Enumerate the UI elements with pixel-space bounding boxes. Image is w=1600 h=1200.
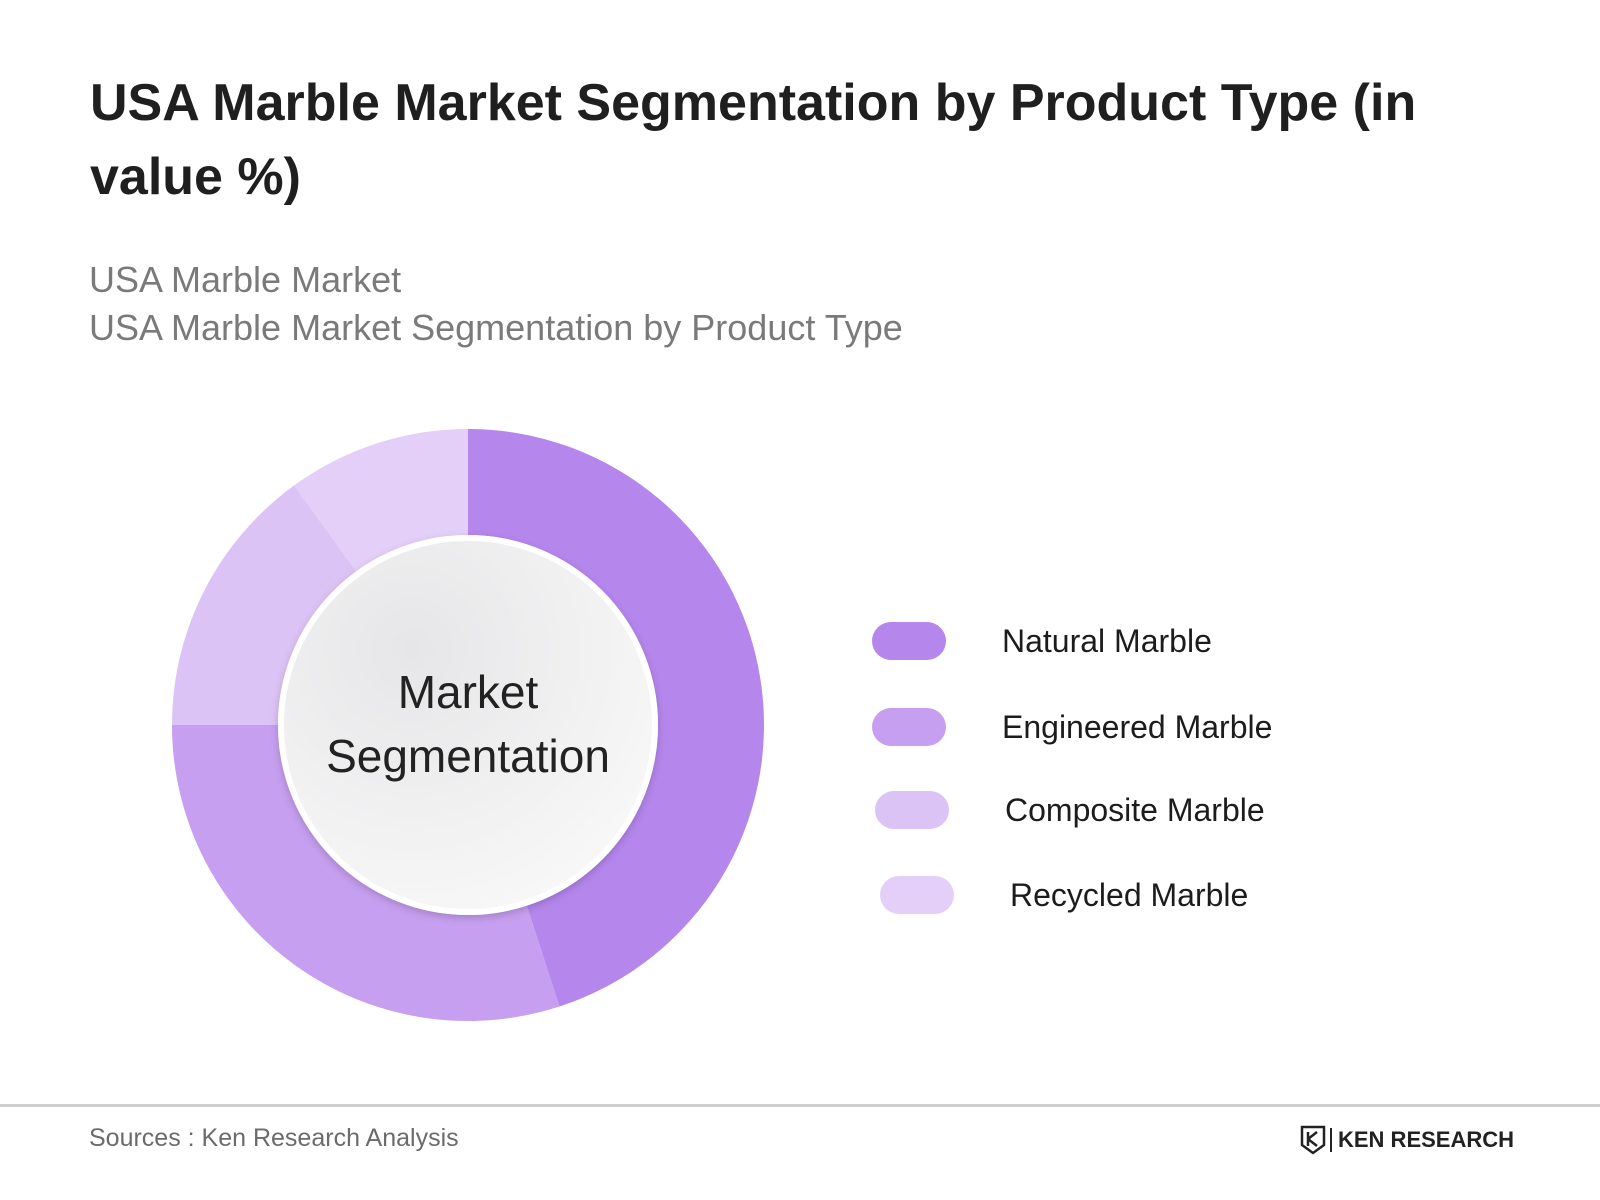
chart-subtitle-market: USA Marble Market (89, 259, 402, 300)
legend-swatch-recycled-marble (880, 876, 954, 914)
legend-swatch-composite-marble (875, 791, 949, 829)
chart-title: USA Marble Market Segmentation by Produc… (90, 74, 1417, 206)
legend-label-composite-marble: Composite Marble (1005, 792, 1265, 828)
legend-label-recycled-marble: Recycled Marble (1010, 877, 1249, 913)
legend-label-natural-marble: Natural Marble (1002, 623, 1212, 659)
chart-subtitle-segmentation: USA Marble Market Segmentation by Produc… (89, 307, 903, 348)
footer-divider (0, 1104, 1600, 1107)
legend-swatch-engineered-marble (872, 708, 946, 746)
donut-slice-recycled-marble (294, 429, 468, 572)
legend-label-engineered-marble: Engineered Marble (1002, 709, 1273, 745)
source-note: Sources : Ken Research Analysis (89, 1124, 459, 1152)
brand-name: KEN RESEARCH (1338, 1127, 1515, 1152)
ken-research-logo-icon (1300, 1125, 1326, 1155)
brand-separator (1330, 1128, 1332, 1152)
donut-center-label: Market Segmentation (326, 666, 610, 782)
brand-logo: KEN RESEARCH (1300, 1123, 1514, 1157)
legend-swatch-natural-marble (872, 622, 946, 660)
